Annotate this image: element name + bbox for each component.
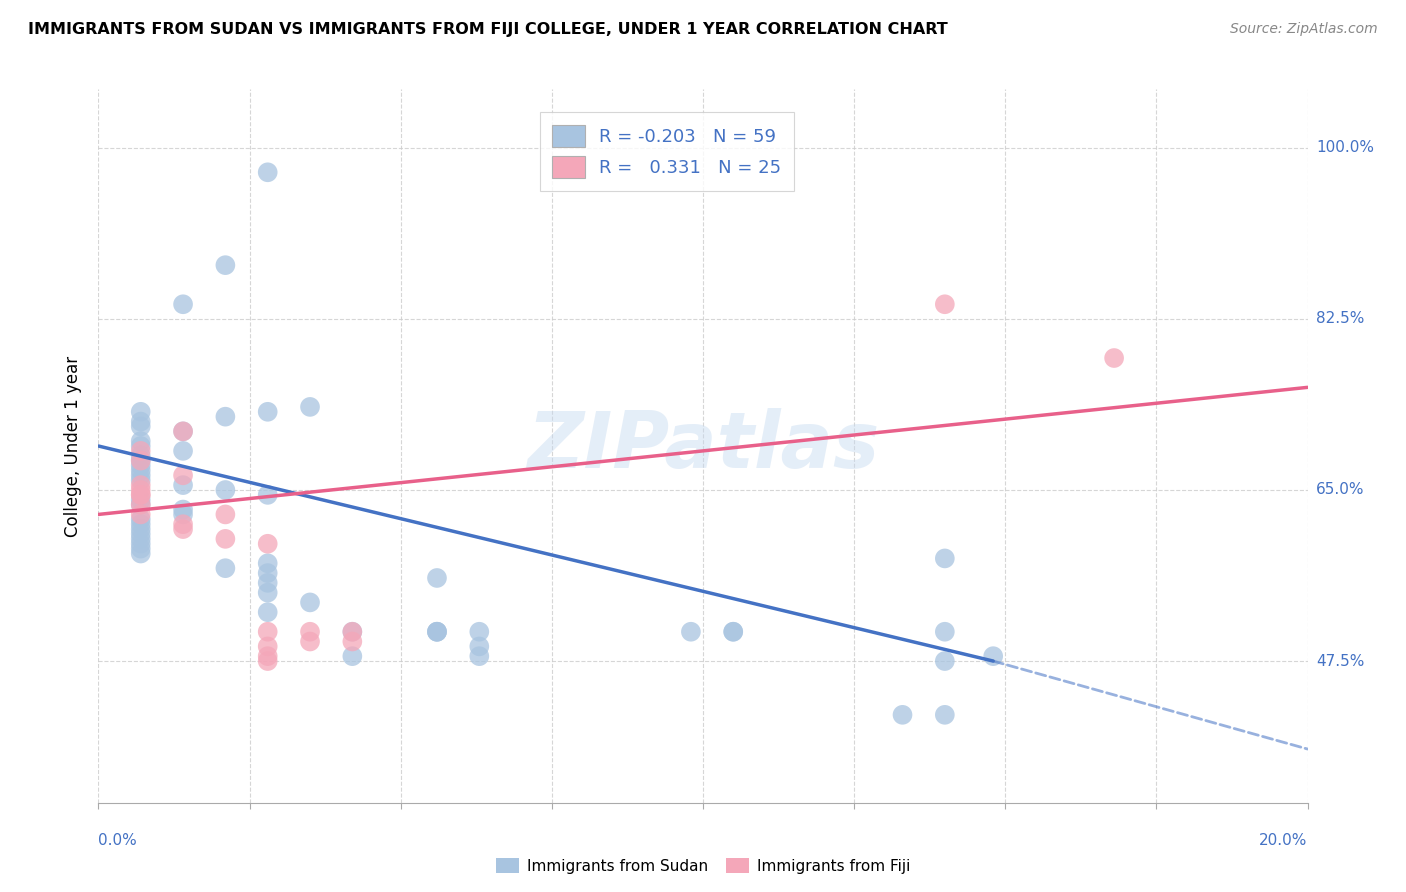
Point [129, 508, 152, 522]
Point [721, 624, 744, 639]
Point [172, 478, 194, 492]
Text: Source: ZipAtlas.com: Source: ZipAtlas.com [1230, 22, 1378, 37]
Point [129, 492, 152, 507]
Point [129, 449, 152, 463]
Text: IMMIGRANTS FROM SUDAN VS IMMIGRANTS FROM FIJI COLLEGE, UNDER 1 YEAR CORRELATION : IMMIGRANTS FROM SUDAN VS IMMIGRANTS FROM… [28, 22, 948, 37]
Point [129, 547, 152, 561]
Point [129, 483, 152, 497]
Point [468, 649, 491, 664]
Point [256, 575, 278, 590]
Point [129, 488, 152, 502]
Point [129, 468, 152, 483]
Point [129, 532, 152, 546]
Point [129, 443, 152, 458]
Point [256, 405, 278, 419]
Y-axis label: College, Under 1 year: College, Under 1 year [65, 355, 83, 537]
Point [256, 557, 278, 571]
Point [256, 640, 278, 654]
Point [129, 434, 152, 449]
Point [468, 640, 491, 654]
Point [299, 595, 322, 609]
Point [129, 473, 152, 487]
Point [256, 654, 278, 668]
Point [172, 502, 194, 516]
Point [214, 258, 236, 272]
Point [129, 488, 152, 502]
Point [214, 508, 236, 522]
Point [129, 541, 152, 556]
Point [172, 443, 194, 458]
Point [256, 537, 278, 551]
Point [934, 624, 956, 639]
Point [981, 649, 1004, 664]
Legend: R = -0.203   N = 59, R =   0.331   N = 25: R = -0.203 N = 59, R = 0.331 N = 25 [540, 112, 794, 191]
Point [426, 624, 449, 639]
Text: ZIPatlas: ZIPatlas [527, 408, 879, 484]
Point [129, 453, 152, 467]
Point [129, 453, 152, 467]
Point [342, 649, 364, 664]
Point [129, 405, 152, 419]
Point [129, 512, 152, 526]
Point [342, 624, 364, 639]
Point [342, 634, 364, 648]
Point [214, 483, 236, 497]
Point [172, 297, 194, 311]
Point [934, 551, 956, 566]
Point [172, 522, 194, 536]
Point [214, 561, 236, 575]
Point [129, 517, 152, 532]
Point [256, 566, 278, 580]
Point [342, 624, 364, 639]
Point [934, 707, 956, 722]
Text: 65.0%: 65.0% [1316, 483, 1364, 498]
Point [891, 707, 914, 722]
Point [129, 478, 152, 492]
Point [299, 634, 322, 648]
Point [256, 165, 278, 179]
Point [426, 624, 449, 639]
Legend: Immigrants from Sudan, Immigrants from Fiji: Immigrants from Sudan, Immigrants from F… [489, 852, 917, 880]
Text: 20.0%: 20.0% [1260, 833, 1308, 848]
Point [129, 463, 152, 477]
Point [256, 488, 278, 502]
Point [214, 532, 236, 546]
Point [256, 605, 278, 619]
Point [934, 297, 956, 311]
Point [256, 585, 278, 599]
Point [129, 439, 152, 453]
Text: 47.5%: 47.5% [1316, 654, 1364, 669]
Point [172, 508, 194, 522]
Point [129, 527, 152, 541]
Point [256, 649, 278, 664]
Point [129, 415, 152, 429]
Text: 100.0%: 100.0% [1316, 140, 1374, 155]
Point [129, 498, 152, 512]
Point [129, 498, 152, 512]
Point [129, 522, 152, 536]
Point [721, 624, 744, 639]
Point [468, 624, 491, 639]
Point [934, 654, 956, 668]
Point [426, 624, 449, 639]
Point [214, 409, 236, 424]
Point [172, 425, 194, 439]
Text: 82.5%: 82.5% [1316, 311, 1364, 326]
Point [172, 517, 194, 532]
Point [172, 425, 194, 439]
Point [426, 571, 449, 585]
Point [172, 468, 194, 483]
Text: 0.0%: 0.0% [98, 833, 138, 848]
Point [1102, 351, 1125, 365]
Point [679, 624, 702, 639]
Point [129, 419, 152, 434]
Point [299, 624, 322, 639]
Point [129, 458, 152, 473]
Point [299, 400, 322, 414]
Point [129, 537, 152, 551]
Point [256, 624, 278, 639]
